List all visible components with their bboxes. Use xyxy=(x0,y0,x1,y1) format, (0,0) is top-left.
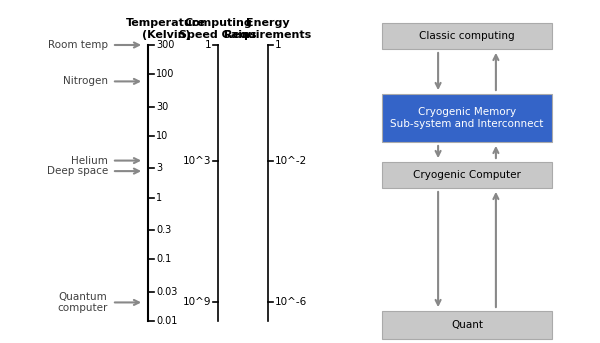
Text: 10^9: 10^9 xyxy=(182,297,211,307)
Text: 1: 1 xyxy=(275,40,281,50)
FancyBboxPatch shape xyxy=(382,23,552,49)
Text: Classic computing: Classic computing xyxy=(419,31,515,41)
FancyBboxPatch shape xyxy=(382,162,552,188)
Text: Nitrogen: Nitrogen xyxy=(63,76,108,86)
Text: Room temp: Room temp xyxy=(48,40,108,50)
Text: Quantum
computer: Quantum computer xyxy=(58,292,108,313)
FancyBboxPatch shape xyxy=(382,311,552,339)
Text: 30: 30 xyxy=(156,102,168,111)
Text: 1: 1 xyxy=(205,40,211,50)
Text: 10^-2: 10^-2 xyxy=(275,156,307,166)
Text: 10^-6: 10^-6 xyxy=(275,297,307,307)
Text: Computing
Speed Gains: Computing Speed Gains xyxy=(179,19,257,40)
FancyBboxPatch shape xyxy=(382,94,552,142)
Text: 10: 10 xyxy=(156,131,168,141)
Text: Energy
Requirements: Energy Requirements xyxy=(224,19,311,40)
Text: Cryogenic Computer: Cryogenic Computer xyxy=(413,170,521,180)
Text: Helium: Helium xyxy=(71,156,108,166)
Text: 0.03: 0.03 xyxy=(156,287,178,297)
Text: 0.3: 0.3 xyxy=(156,225,171,235)
Text: 1: 1 xyxy=(156,193,162,203)
Text: 300: 300 xyxy=(156,40,175,50)
Text: Temperature
(Kelvin): Temperature (Kelvin) xyxy=(126,19,206,40)
Text: 3: 3 xyxy=(156,163,162,173)
Text: Quant: Quant xyxy=(451,320,483,330)
Text: 10^3: 10^3 xyxy=(182,156,211,166)
Text: Deep space: Deep space xyxy=(47,166,108,176)
Text: 0.01: 0.01 xyxy=(156,316,178,326)
Text: 0.1: 0.1 xyxy=(156,255,171,264)
Text: 100: 100 xyxy=(156,69,175,80)
Text: Cryogenic Memory
Sub-system and Interconnect: Cryogenic Memory Sub-system and Intercon… xyxy=(391,107,544,129)
